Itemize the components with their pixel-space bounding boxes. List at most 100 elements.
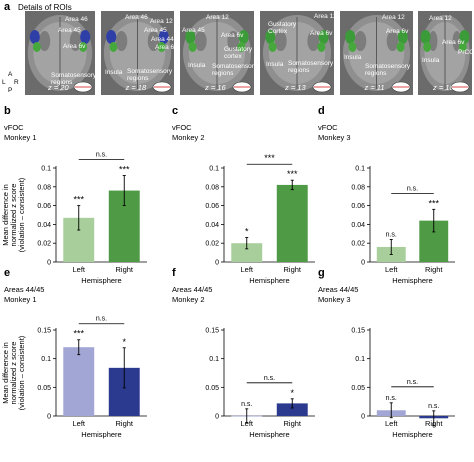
y-tick-label: 0.15 bbox=[37, 328, 51, 335]
brain-slice-image bbox=[262, 15, 332, 91]
brain-slice-tile: Area 12 Area 6v Insula Somatosensory region… bbox=[340, 11, 413, 95]
orient-posterior: P bbox=[8, 87, 13, 94]
x-axis-label: Hemisphere bbox=[81, 430, 121, 439]
roi-label: Gustatory Cortex bbox=[268, 21, 297, 35]
brain-region-shape bbox=[147, 31, 160, 51]
roi-label: Insula bbox=[188, 62, 206, 69]
y-axis-label: normalized z score bbox=[9, 184, 18, 247]
brain-region-shape bbox=[69, 31, 81, 51]
roi-label: Area 45 bbox=[182, 27, 205, 34]
roi-label: Area 45 bbox=[144, 27, 167, 34]
panel-a-title: Details of ROIs bbox=[18, 3, 72, 12]
brain-region-shape bbox=[115, 31, 128, 51]
brain-region-shape bbox=[185, 30, 196, 44]
slice-z-label: z = 20 bbox=[48, 83, 69, 92]
y-tick-label: 0.08 bbox=[205, 184, 219, 191]
y-tick-label: 0 bbox=[361, 260, 365, 267]
brain-region-shape bbox=[318, 30, 329, 44]
roi-label: Somatosensory regions bbox=[127, 68, 173, 82]
brain-slice-tile: Area 12 Area 6v PrCO Insula z = 10 bbox=[418, 11, 472, 95]
x-axis-label: Hemisphere bbox=[81, 276, 121, 285]
bar bbox=[63, 347, 95, 416]
orient-anterior: A bbox=[8, 71, 13, 78]
x-axis-label: Hemisphere bbox=[392, 430, 432, 439]
y-axis-label: normalized z score bbox=[9, 342, 18, 405]
brain-slice-image bbox=[103, 15, 172, 91]
chart-monkey-label: Monkey 2 bbox=[172, 295, 205, 304]
y-tick-label: 0.06 bbox=[37, 203, 51, 210]
brain-slice-tile: Area 46 Area 45 Area 6v Somatosensory regio… bbox=[25, 11, 95, 95]
significance-marker: n.s. bbox=[241, 401, 252, 408]
orient-right: R bbox=[14, 79, 19, 86]
y-tick-label: 0.15 bbox=[205, 328, 219, 335]
chart-monkey-label: Monkey 2 bbox=[172, 133, 205, 142]
x-tick-label: Right bbox=[425, 265, 443, 274]
y-tick-label: 0.04 bbox=[351, 222, 365, 229]
y-tick-label: 0.1 bbox=[355, 166, 365, 173]
y-tick-label: 0.06 bbox=[205, 203, 219, 210]
y-tick-label: 0.02 bbox=[351, 241, 365, 248]
brain-region-shape bbox=[188, 42, 197, 52]
slice-z-label: z = 16 bbox=[205, 83, 226, 92]
brain-region-shape bbox=[345, 30, 356, 44]
roi-label: Somatosensory regions bbox=[51, 72, 95, 86]
roi-label: Area 6v bbox=[155, 44, 174, 51]
significance-marker: n.s. bbox=[386, 231, 397, 238]
brain-region-shape bbox=[459, 30, 470, 44]
brain-region-shape bbox=[265, 30, 276, 44]
y-tick-label: 0.05 bbox=[351, 385, 365, 392]
bar bbox=[276, 184, 308, 262]
x-tick-label: Left bbox=[72, 419, 85, 428]
brain-slice-tile: Gustatory Cortex Area 12 Area 6v Insula Soma… bbox=[260, 11, 334, 95]
significance-marker: n.s. bbox=[428, 403, 439, 410]
x-tick-label: Right bbox=[283, 419, 301, 428]
y-axis-label: Mean difference in bbox=[1, 184, 10, 246]
brain-region-shape bbox=[386, 31, 399, 51]
mini-brain-icon bbox=[73, 81, 93, 93]
y-tick-label: 0 bbox=[215, 414, 219, 421]
y-tick-label: 0.08 bbox=[37, 184, 51, 191]
x-tick-label: Right bbox=[425, 419, 443, 428]
brain-region-shape bbox=[227, 31, 240, 51]
brain-region-shape bbox=[268, 42, 277, 52]
y-axis-label: (violation – consistent) bbox=[17, 335, 26, 410]
chart-region-label: vFOC bbox=[172, 123, 192, 132]
y-tick-label: 0.1 bbox=[355, 356, 365, 363]
brain-region-shape bbox=[458, 42, 467, 52]
x-tick-label: Left bbox=[240, 419, 253, 428]
roi-label: Area 6v bbox=[63, 43, 86, 50]
significance-marker: *** bbox=[287, 169, 298, 179]
panel-letter-a: a bbox=[4, 1, 11, 13]
orient-left: L bbox=[2, 79, 6, 86]
chart-region-label: vFOC bbox=[4, 123, 24, 132]
roi-label: Area 6v bbox=[221, 32, 244, 39]
comparison-label: n.s. bbox=[264, 375, 275, 382]
y-tick-label: 0.08 bbox=[351, 184, 365, 191]
roi-label: Insula bbox=[266, 61, 284, 68]
y-tick-label: 0.02 bbox=[37, 241, 51, 248]
y-tick-label: 0 bbox=[361, 414, 365, 421]
x-tick-label: Left bbox=[72, 265, 85, 274]
bar bbox=[231, 243, 263, 262]
roi-label: PrCO bbox=[458, 49, 472, 56]
brain-region-shape bbox=[29, 30, 40, 44]
significance-marker: *** bbox=[119, 165, 130, 175]
brain-region-shape bbox=[109, 42, 118, 52]
brain-region-shape bbox=[32, 42, 41, 52]
slice-z-label: z = 11 bbox=[364, 83, 385, 92]
y-tick-label: 0.05 bbox=[205, 385, 219, 392]
bar bbox=[276, 403, 308, 416]
brain-region-shape bbox=[237, 42, 246, 52]
y-axis-label: Mean difference in bbox=[1, 342, 10, 404]
y-tick-label: 0 bbox=[47, 260, 51, 267]
y-tick-label: 0.06 bbox=[351, 203, 365, 210]
roi-label: Area 45 bbox=[58, 27, 81, 34]
roi-label: Insula bbox=[422, 57, 440, 64]
mini-brain-icon bbox=[391, 81, 411, 93]
y-tick-label: 0.05 bbox=[37, 385, 51, 392]
y-tick-label: 0.1 bbox=[41, 166, 51, 173]
brain-region-shape bbox=[158, 30, 169, 44]
brain-region-shape bbox=[106, 30, 117, 44]
chart-region-label: Areas 44/45 bbox=[172, 285, 212, 294]
